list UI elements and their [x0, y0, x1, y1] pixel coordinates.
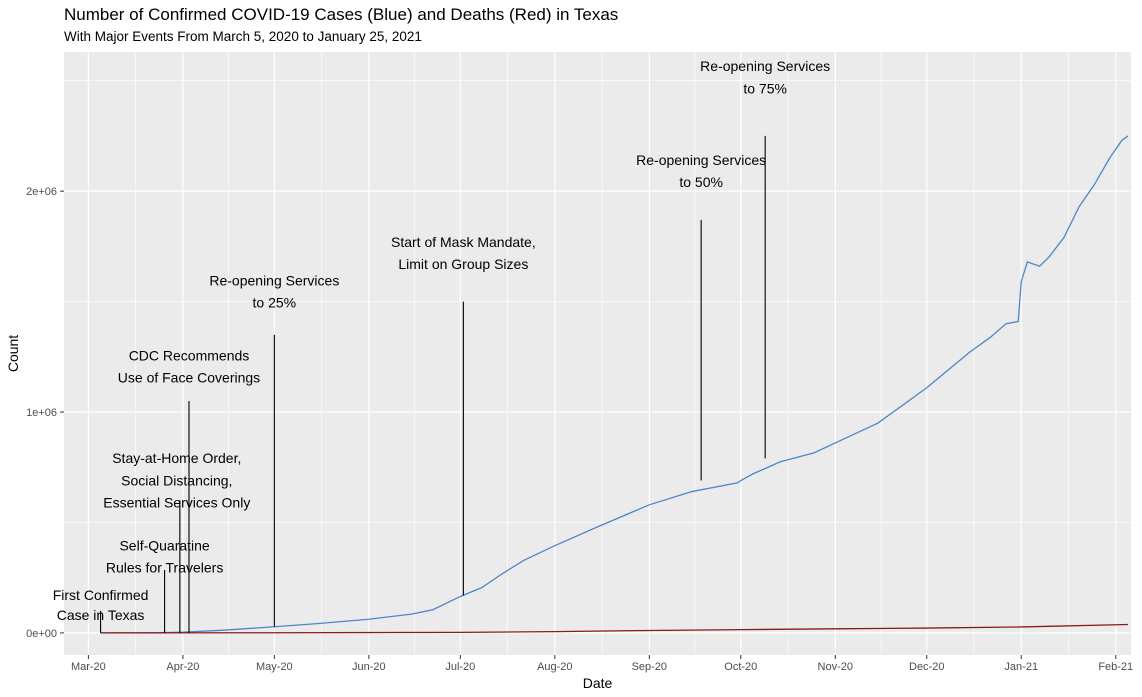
x-tick-label: Sep-20	[632, 661, 667, 673]
y-tick-label: 2e+06	[26, 186, 57, 198]
x-tick-label: Dec-20	[909, 661, 944, 673]
x-axis: Mar-20 Apr-20 May-20 Jun-20 Jul-20 Aug-20 Sep-…	[71, 655, 1133, 673]
x-tick-label: Jan-21	[1004, 661, 1038, 673]
x-tick-label: Feb-21	[1098, 661, 1133, 673]
cases-line	[100, 135, 1129, 634]
x-tick-label: Mar-20	[71, 661, 106, 673]
event-label: Case in Texas	[57, 607, 145, 623]
y-tick-label: 1e+06	[26, 407, 57, 419]
event-label: Social Distancing,	[121, 472, 232, 488]
event-label: Essential Services Only	[103, 494, 250, 510]
event-label: Re-opening Services	[209, 272, 339, 288]
chart-subtitle: With Major Events From March 5, 2020 to …	[64, 29, 422, 44]
chart-title: Number of Confirmed COVID-19 Cases (Blue…	[64, 5, 619, 24]
x-tick-label: Nov-20	[818, 661, 853, 673]
event-label: Use of Face Coverings	[118, 370, 260, 386]
event-label: Re-opening Services	[700, 58, 830, 74]
x-tick-label: Apr-20	[166, 661, 199, 673]
annotations-group: First Confirmed Case in Texas Self-Quarati…	[53, 58, 830, 633]
event-label: to 75%	[743, 80, 787, 96]
event-label: Stay-at-Home Order,	[112, 450, 241, 466]
x-tick-label: May-20	[256, 661, 293, 673]
x-tick-label: Oct-20	[724, 661, 757, 673]
minor-gridlines	[64, 52, 1131, 655]
event-label: Start of Mask Mandate,	[391, 234, 536, 250]
event-label: CDC Recommends	[129, 348, 250, 364]
event-label: First Confirmed	[53, 587, 149, 603]
event-label: Rules for Travelers	[106, 560, 223, 576]
event-label: to 25%	[253, 295, 297, 311]
y-axis: 0e+00 1e+06 2e+06	[26, 186, 64, 640]
event-label: Self-Quaratine	[119, 537, 209, 553]
event-label: Re-opening Services	[636, 152, 766, 168]
x-tick-label: Jun-20	[352, 661, 386, 673]
event-label: to 50%	[679, 174, 723, 190]
deaths-line	[100, 623, 1128, 634]
event-label: Limit on Group Sizes	[398, 256, 528, 272]
x-axis-title: Date	[583, 675, 613, 691]
y-axis-title: Count	[5, 335, 21, 372]
series-group	[100, 135, 1129, 634]
x-tick-label: Aug-20	[537, 661, 572, 673]
x-tick-label: Jul-20	[445, 661, 475, 673]
plot-panel	[64, 52, 1131, 655]
y-tick-label: 0e+00	[26, 628, 57, 640]
